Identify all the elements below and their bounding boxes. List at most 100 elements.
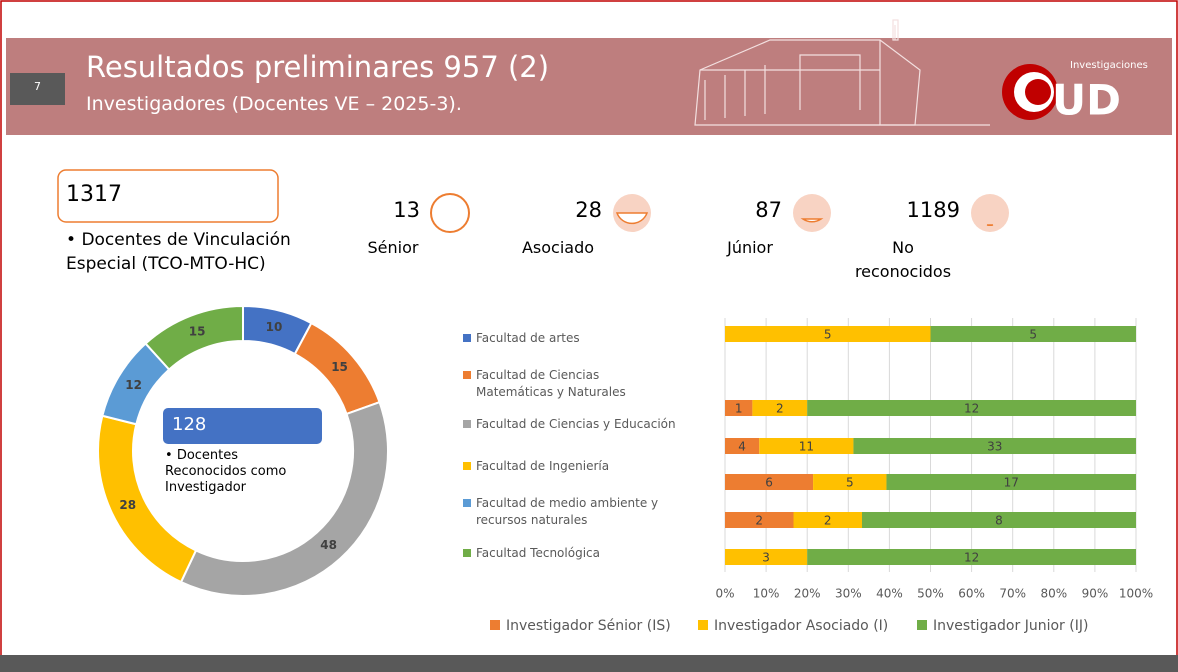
- bar-segment: [793, 512, 862, 528]
- legend-marker: [698, 620, 708, 630]
- center-text: Docentes Reconocidos como Investigador: [165, 448, 315, 496]
- x-tick-label: 10%: [753, 587, 780, 601]
- subtitle: Investigadores (Docentes VE – 2025-3).: [86, 93, 462, 115]
- bar-label: 2: [776, 402, 784, 416]
- donut-label: 15: [331, 360, 348, 374]
- logo-mark: UD: [1052, 76, 1121, 125]
- donut-label: 12: [125, 378, 142, 392]
- bar-label: 33: [987, 440, 1002, 454]
- bar-segment: [886, 474, 1136, 490]
- bar-segment: [853, 438, 1136, 454]
- legend-marker: [917, 620, 927, 630]
- logo-core: [1025, 79, 1051, 105]
- donut-label: 10: [266, 320, 283, 334]
- bar-segment: [725, 400, 753, 416]
- donut-label: 28: [119, 498, 136, 512]
- x-tick-label: 20%: [794, 587, 821, 601]
- footer-bar: [0, 655, 1178, 672]
- center-box: [163, 408, 322, 444]
- bar-segment: [752, 400, 808, 416]
- x-tick-label: 100%: [1119, 587, 1153, 601]
- count-icon: [793, 194, 831, 232]
- donut-chart: 10 15 48 28 12 15: [97, 304, 471, 597]
- x-tick-label: 60%: [958, 587, 985, 601]
- bar-segment: [759, 438, 854, 454]
- bar-segment: [813, 474, 887, 490]
- count-label: Júnior: [727, 238, 773, 257]
- slide-number-box: [10, 73, 65, 105]
- bar-segment: [862, 512, 1136, 528]
- total-text: Docentes de Vinculación Especial (TCO-MT…: [66, 228, 296, 276]
- count-label: No reconocidos: [854, 238, 952, 281]
- x-tick-label: 40%: [876, 587, 903, 601]
- legend-label: Facultad de medio ambiente y recursos na…: [476, 496, 659, 527]
- bar-label: 4: [738, 440, 746, 454]
- x-tick-label: 70%: [999, 587, 1026, 601]
- count-icon-level: [800, 218, 824, 223]
- count-value: 28: [575, 198, 602, 222]
- bar-label: 2: [824, 514, 832, 528]
- donut-slice: [144, 304, 244, 371]
- legend-label: Investigador Asociado (I): [714, 618, 888, 634]
- legend-marker: [463, 420, 471, 428]
- x-tick-label: 0%: [715, 587, 734, 601]
- count-value: 13: [393, 198, 420, 222]
- bar-chart: 0% 10% 20% 30% 40% 50% 60% 70% 80% 90% 100%5 51 2 124…: [490, 318, 1153, 634]
- legend-marker: [463, 462, 471, 470]
- bar-segment: [725, 549, 808, 565]
- bar-label: 12: [964, 402, 979, 416]
- count-label: Asociado: [521, 238, 595, 257]
- logo: UD Investigaciones: [1002, 60, 1148, 125]
- slide-number: 7: [34, 80, 41, 93]
- bar-label: 5: [1029, 328, 1037, 342]
- bar-label: 12: [964, 551, 979, 565]
- legend-label: Facultad de Ingeniería: [476, 459, 610, 473]
- legend-marker: [463, 499, 471, 507]
- bar-label: 3: [762, 551, 770, 565]
- bar-label: 1: [735, 402, 743, 416]
- bar-segment: [930, 326, 1136, 342]
- bar-label: 17: [1004, 476, 1019, 490]
- total-value: 1317: [66, 182, 122, 207]
- donut-label: 15: [189, 325, 206, 339]
- x-tick-label: 50%: [917, 587, 944, 601]
- count-value: 1189: [906, 198, 960, 222]
- donut-slice: [179, 400, 389, 597]
- legend-label: Investigador Sénior (IS): [506, 618, 671, 634]
- count-icon: [430, 193, 470, 233]
- total-box: [57, 169, 279, 223]
- center-value: 128: [172, 414, 207, 435]
- bar-label: 5: [824, 328, 832, 342]
- count-icon: [971, 194, 1009, 232]
- bar-label: 11: [799, 440, 814, 454]
- count-value: 87: [755, 198, 782, 222]
- count-icon-level: [615, 212, 649, 225]
- donut-label: 48: [320, 538, 337, 552]
- bar-segment: [725, 512, 794, 528]
- x-tick-label: 80%: [1040, 587, 1067, 601]
- bar-segment: [807, 400, 1136, 416]
- bar-segment: [725, 438, 760, 454]
- x-tick-label: 30%: [835, 587, 862, 601]
- legend-label: Facultad de Ciencias y Educación: [476, 417, 676, 431]
- building-sketch: [694, 19, 990, 126]
- bar-label: 8: [995, 514, 1003, 528]
- legend-label: Facultad de artes: [476, 331, 580, 345]
- logo-text: Investigaciones: [1070, 60, 1148, 71]
- count-icons: [430, 193, 1009, 233]
- header-band: [6, 38, 1172, 135]
- bar-segment: [807, 549, 1136, 565]
- legend-label: Investigador Junior (IJ): [933, 618, 1088, 634]
- legend-marker: [463, 549, 471, 557]
- bar-segment: [725, 474, 814, 490]
- count-label: Sénior: [367, 238, 419, 257]
- x-tick-label: 90%: [1082, 587, 1109, 601]
- bar-label: 5: [846, 476, 854, 490]
- bar-segment: [725, 326, 931, 342]
- legend-marker: [463, 371, 471, 379]
- title: Resultados preliminares 957 (2): [86, 50, 550, 84]
- bar-label: 2: [755, 514, 763, 528]
- legend-label: Facultad Tecnológica: [476, 546, 600, 560]
